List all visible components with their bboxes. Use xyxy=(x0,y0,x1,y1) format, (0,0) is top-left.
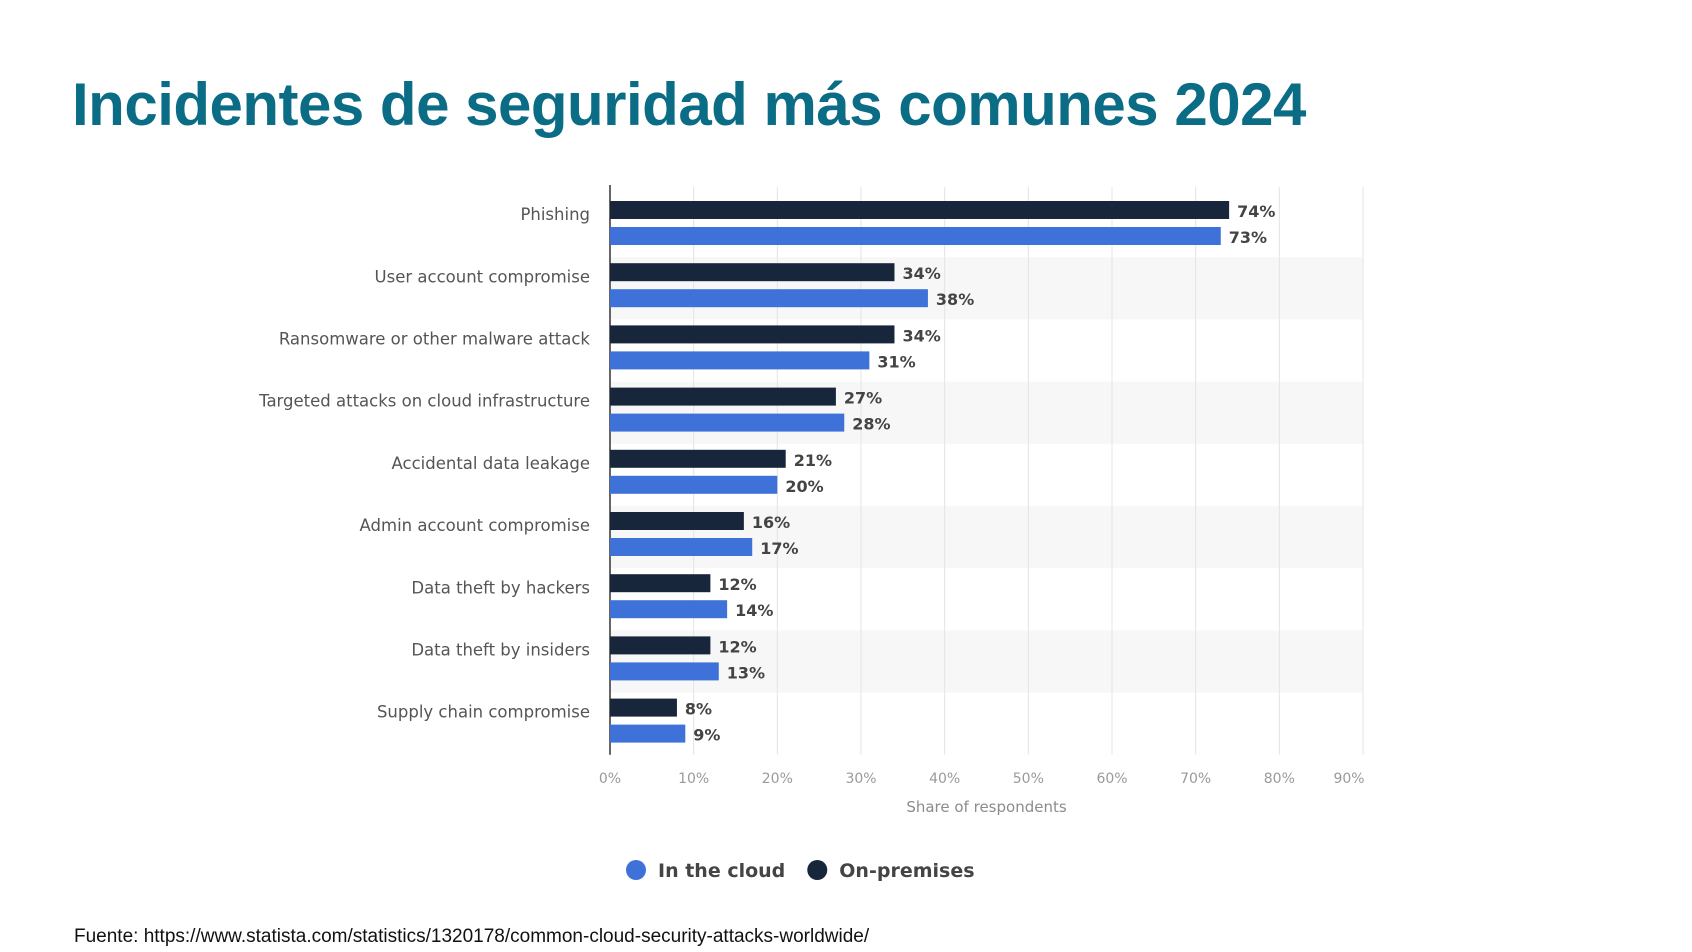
x-tick-label: 50% xyxy=(1013,771,1044,787)
category-label: User account compromise xyxy=(375,267,590,286)
category-label: Data theft by insiders xyxy=(411,641,590,660)
x-axis-title: Share of respondents xyxy=(906,798,1067,816)
bar-on-premises xyxy=(610,201,1230,219)
data-label: 16% xyxy=(752,513,790,532)
category-label: Targeted attacks on cloud infrastructure xyxy=(258,392,590,411)
bar-on-premises xyxy=(610,636,711,655)
bar-in-the-cloud xyxy=(610,413,845,432)
data-label: 34% xyxy=(902,326,940,345)
x-tick-label: 0% xyxy=(599,771,621,787)
bar-in-the-cloud xyxy=(610,600,728,619)
bar-in-the-cloud xyxy=(610,351,870,370)
bar-in-the-cloud xyxy=(610,475,778,494)
data-label: 9% xyxy=(693,726,720,745)
x-tick-label: 30% xyxy=(845,771,876,787)
category-label: Ransomware or other malware attack xyxy=(279,330,591,349)
x-tick-label: 70% xyxy=(1180,771,1211,787)
data-label: 20% xyxy=(785,477,823,496)
bar-in-the-cloud xyxy=(610,538,753,556)
x-tick-label: 20% xyxy=(762,771,793,787)
category-label: Phishing xyxy=(520,205,590,224)
page-title: Incidentes de seguridad más comunes 2024 xyxy=(72,71,1306,138)
legend-marker xyxy=(807,860,828,880)
x-tick-label: 90% xyxy=(1333,771,1364,787)
data-label: 13% xyxy=(727,663,765,682)
bar-on-premises xyxy=(610,263,895,282)
bar-on-premises xyxy=(610,512,744,530)
data-label: 17% xyxy=(760,539,798,558)
data-label: 12% xyxy=(718,575,756,594)
bar-in-the-cloud xyxy=(610,662,719,681)
bar-on-premises xyxy=(610,449,786,468)
data-label: 31% xyxy=(877,352,915,371)
x-tick-label: 60% xyxy=(1096,771,1127,787)
data-label: 12% xyxy=(718,637,756,656)
bar-on-premises xyxy=(610,325,895,344)
legend-label: On-premises xyxy=(839,860,974,882)
data-label: 38% xyxy=(936,290,974,309)
data-label: 21% xyxy=(794,451,832,470)
data-label: 74% xyxy=(1237,202,1275,221)
bar-on-premises xyxy=(610,698,677,717)
category-label: Accidental data leakage xyxy=(392,454,590,473)
x-tick-label: 40% xyxy=(929,771,960,787)
source-footer: Fuente: https://www.statista.com/statist… xyxy=(74,926,870,947)
category-label: Admin account compromise xyxy=(360,516,590,535)
bar-in-the-cloud xyxy=(610,289,928,308)
bar-on-premises xyxy=(610,387,836,406)
x-tick-label: 80% xyxy=(1264,771,1295,787)
data-label: 28% xyxy=(852,415,890,434)
category-label: Data theft by hackers xyxy=(411,578,590,597)
data-label: 27% xyxy=(844,389,882,408)
data-label: 73% xyxy=(1229,228,1267,247)
bar-in-the-cloud xyxy=(610,724,686,743)
legend-label: In the cloud xyxy=(658,860,785,882)
x-tick-label: 10% xyxy=(678,771,709,787)
bar-in-the-cloud xyxy=(610,227,1221,245)
category-label: Supply chain compromise xyxy=(377,703,590,722)
data-label: 34% xyxy=(902,264,940,283)
legend-marker xyxy=(626,860,646,880)
data-label: 8% xyxy=(685,700,712,719)
row-band xyxy=(610,630,1363,693)
bar-on-premises xyxy=(610,574,711,593)
data-label: 14% xyxy=(735,601,773,620)
